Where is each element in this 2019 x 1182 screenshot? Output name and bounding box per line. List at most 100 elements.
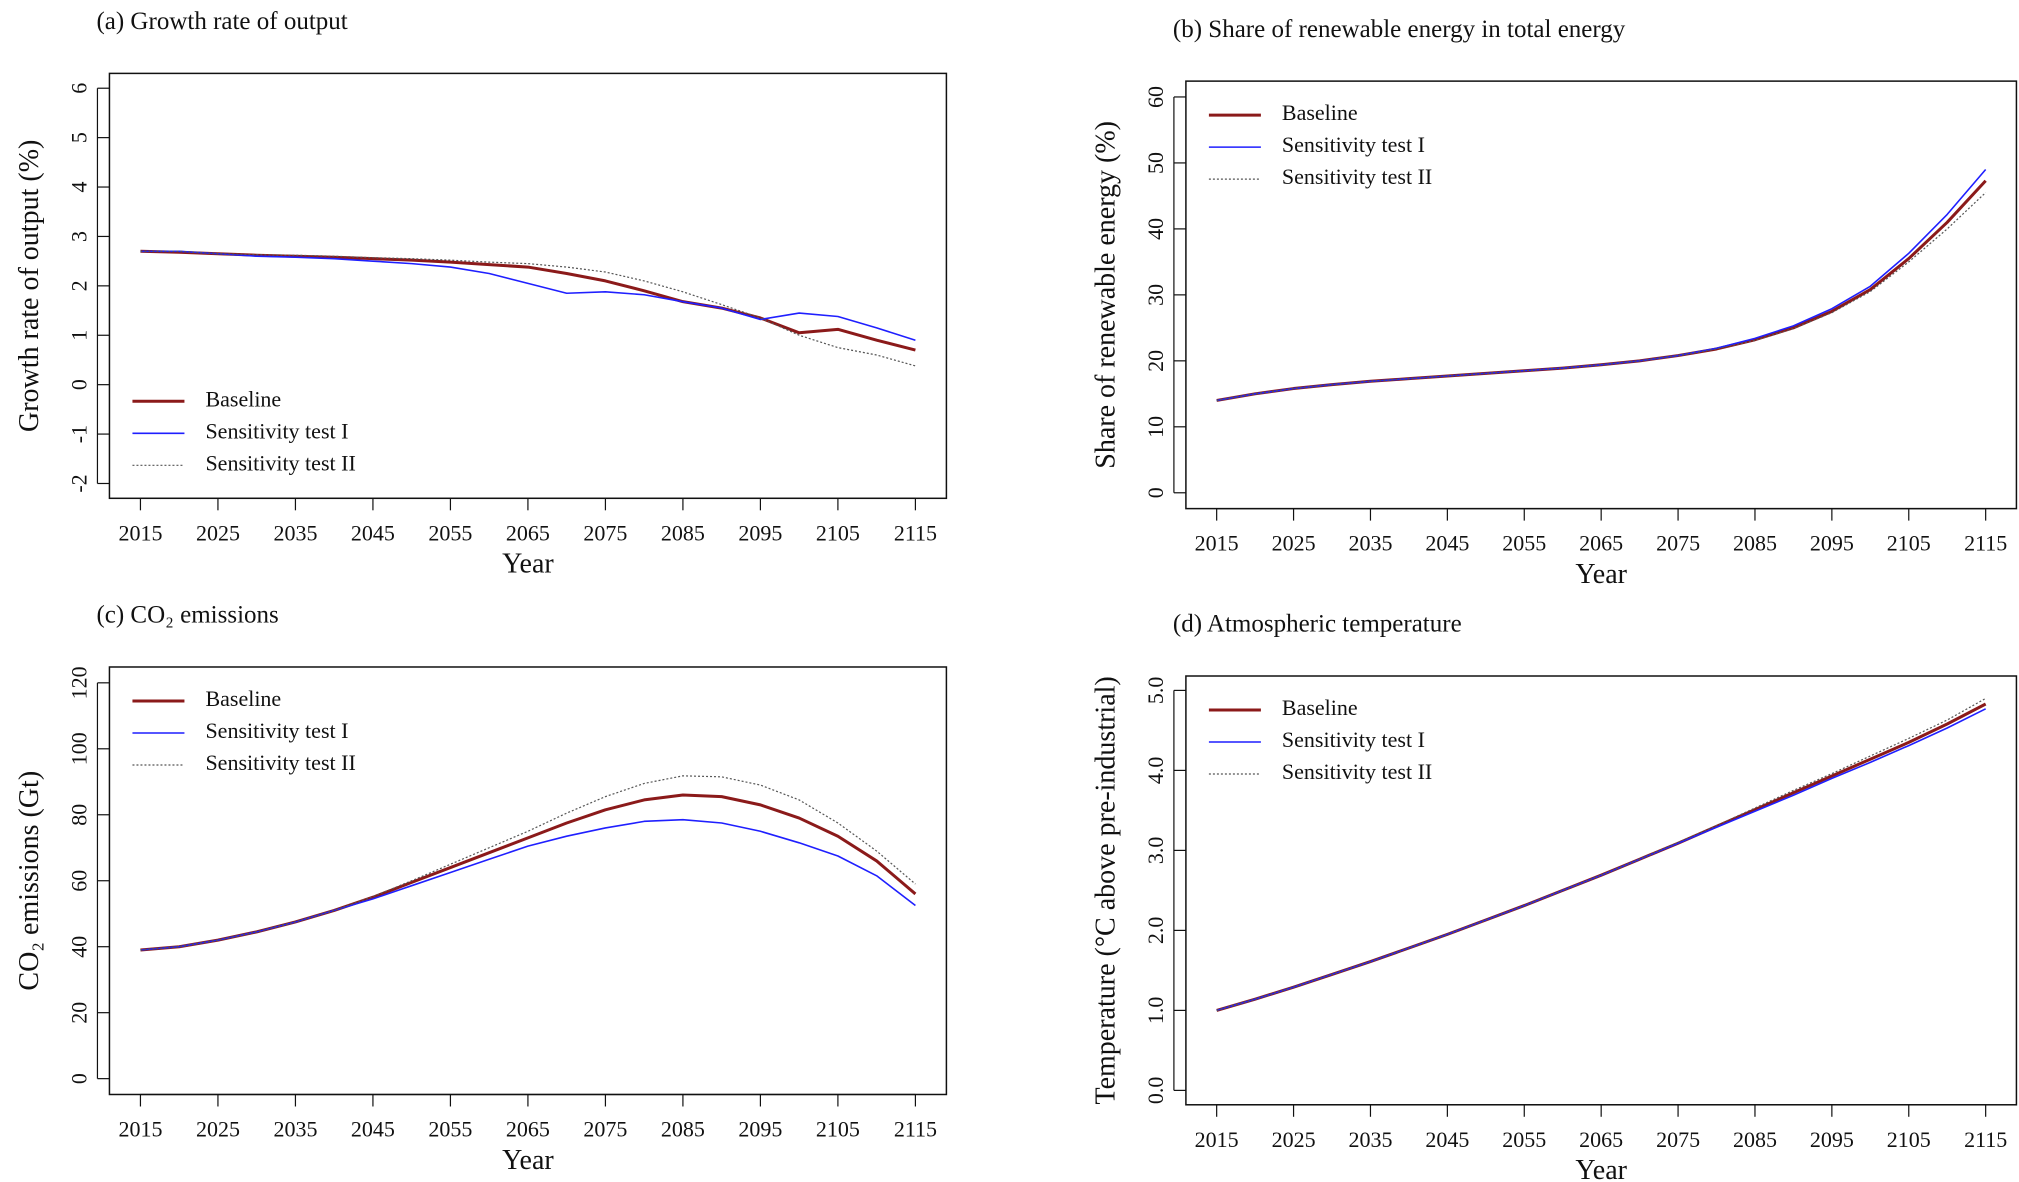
y-tick-label: 40 bbox=[66, 936, 91, 958]
series-line bbox=[140, 818, 916, 951]
y-tick-label: 1 bbox=[66, 330, 91, 341]
x-tick-label: 2045 bbox=[1425, 1127, 1469, 1152]
x-tick-label: 2035 bbox=[273, 520, 317, 545]
x-tick-label: 2065 bbox=[1579, 531, 1623, 556]
y-tick-label: 20 bbox=[1143, 350, 1168, 372]
panel-title: (b) Share of renewable energy in total e… bbox=[1173, 16, 1626, 43]
x-tick-label: 2035 bbox=[273, 1117, 317, 1142]
panel: (b) Share of renewable energy in total e… bbox=[1090, 16, 2018, 590]
series-line bbox=[1216, 192, 1987, 402]
y-tick-label: 5.0 bbox=[1143, 677, 1168, 705]
x-axis-title: Year bbox=[1575, 1155, 1627, 1182]
x-tick-label: 2015 bbox=[1195, 1127, 1239, 1152]
panel: (d) Atmospheric temperature 2015 2025 2035 2… bbox=[1090, 611, 2018, 1182]
y-tick-label: 3 bbox=[66, 231, 91, 242]
y-tick-label: 60 bbox=[66, 870, 91, 892]
x-tick-label: 2105 bbox=[816, 1117, 860, 1142]
legend-label: Sensitivity test I bbox=[205, 418, 348, 443]
y-tick-label: -2 bbox=[66, 474, 91, 492]
y-tick-label: -1 bbox=[66, 425, 91, 443]
x-tick-label: 2095 bbox=[1810, 531, 1854, 556]
y-tick-label: 0 bbox=[66, 379, 91, 390]
x-tick-label: 2095 bbox=[738, 520, 782, 545]
x-tick-label: 2055 bbox=[1502, 1127, 1546, 1152]
x-tick-label: 2035 bbox=[1348, 1127, 1392, 1152]
y-tick-label: 0.0 bbox=[1143, 1077, 1168, 1105]
x-tick-label: 2025 bbox=[196, 520, 240, 545]
y-axis-title: Growth rate of output (%) bbox=[14, 140, 45, 432]
y-tick-label: 50 bbox=[1143, 152, 1168, 174]
x-tick-label: 2055 bbox=[1502, 531, 1546, 556]
x-tick-label: 2025 bbox=[1272, 531, 1316, 556]
x-tick-label: 2105 bbox=[816, 520, 860, 545]
x-tick-label: 2015 bbox=[118, 1117, 162, 1142]
series-line bbox=[1216, 708, 1987, 1012]
x-tick-label: 2025 bbox=[1272, 1127, 1316, 1152]
y-tick-label: 0 bbox=[66, 1073, 91, 1084]
legend-label: Baseline bbox=[1282, 695, 1358, 720]
x-axis-title: Year bbox=[502, 1145, 554, 1176]
legend-label: Sensitivity test II bbox=[205, 450, 355, 475]
y-tick-label: 5 bbox=[66, 132, 91, 143]
series-line bbox=[140, 775, 916, 951]
x-tick-label: 2075 bbox=[583, 520, 627, 545]
x-tick-label: 2115 bbox=[1964, 1127, 2007, 1152]
x-tick-label: 2075 bbox=[1656, 1127, 1700, 1152]
legend-label: Sensitivity test II bbox=[1282, 164, 1432, 189]
panel-title: (d) Atmospheric temperature bbox=[1173, 611, 1462, 638]
legend-label: Baseline bbox=[1282, 100, 1358, 125]
series-line bbox=[140, 250, 916, 341]
x-tick-label: 2115 bbox=[894, 1117, 937, 1142]
x-tick-label: 2085 bbox=[661, 520, 705, 545]
y-tick-label: 2 bbox=[66, 280, 91, 291]
x-tick-label: 2045 bbox=[351, 1117, 395, 1142]
y-tick-label: 40 bbox=[1143, 218, 1168, 240]
panel: (c) CO₂ emissions 2015 2025 2035 2045 2055 206… bbox=[14, 602, 948, 1176]
x-tick-label: 2095 bbox=[1810, 1127, 1854, 1152]
series-line bbox=[1216, 697, 1986, 1011]
series-line bbox=[140, 249, 916, 352]
x-tick-label: 2105 bbox=[1887, 531, 1931, 556]
x-axis-title: Year bbox=[1575, 559, 1627, 590]
y-tick-label: 4.0 bbox=[1143, 757, 1168, 785]
panel-title: (a) Growth rate of output bbox=[96, 8, 347, 35]
x-tick-label: 2015 bbox=[118, 520, 162, 545]
x-tick-label: 2055 bbox=[428, 1117, 472, 1142]
legend-label: Baseline bbox=[205, 686, 281, 711]
y-axis-title: Share of renewable energy (%) bbox=[1090, 121, 1121, 469]
y-tick-label: 4 bbox=[66, 182, 91, 193]
y-axis-title: CO₂ emissions (Gt) bbox=[14, 771, 45, 991]
legend-label: Sensitivity test I bbox=[1282, 132, 1425, 157]
x-tick-label: 2035 bbox=[1348, 531, 1392, 556]
y-tick-label: 2.0 bbox=[1143, 917, 1168, 945]
x-tick-label: 2045 bbox=[1425, 531, 1469, 556]
x-tick-label: 2075 bbox=[1656, 531, 1700, 556]
y-tick-label: 0 bbox=[1143, 487, 1168, 498]
series-line bbox=[140, 793, 917, 952]
series-line bbox=[140, 250, 916, 367]
x-tick-label: 2045 bbox=[351, 520, 395, 545]
y-axis-title: Temperature (°C above pre-industrial) bbox=[1090, 676, 1121, 1104]
x-tick-label: 2115 bbox=[1964, 531, 2007, 556]
y-tick-label: 30 bbox=[1143, 284, 1168, 306]
x-tick-label: 2085 bbox=[661, 1117, 705, 1142]
legend-label: Sensitivity test I bbox=[205, 718, 348, 743]
x-tick-label: 2055 bbox=[428, 520, 472, 545]
x-tick-label: 2115 bbox=[894, 520, 937, 545]
x-axis-title: Year bbox=[502, 549, 554, 580]
x-tick-label: 2065 bbox=[506, 520, 550, 545]
x-tick-label: 2015 bbox=[1195, 531, 1239, 556]
x-tick-label: 2075 bbox=[583, 1117, 627, 1142]
legend-label: Sensitivity test I bbox=[1282, 727, 1425, 752]
panel-title: (c) CO₂ emissions bbox=[96, 602, 278, 629]
y-tick-label: 1.0 bbox=[1143, 997, 1168, 1025]
x-tick-label: 2065 bbox=[1579, 1127, 1623, 1152]
y-tick-label: 3.0 bbox=[1143, 837, 1168, 865]
y-tick-label: 60 bbox=[1143, 86, 1168, 108]
x-tick-label: 2065 bbox=[506, 1117, 550, 1142]
x-tick-label: 2025 bbox=[196, 1117, 240, 1142]
x-tick-label: 2085 bbox=[1733, 531, 1777, 556]
legend-label: Sensitivity test II bbox=[205, 750, 355, 775]
